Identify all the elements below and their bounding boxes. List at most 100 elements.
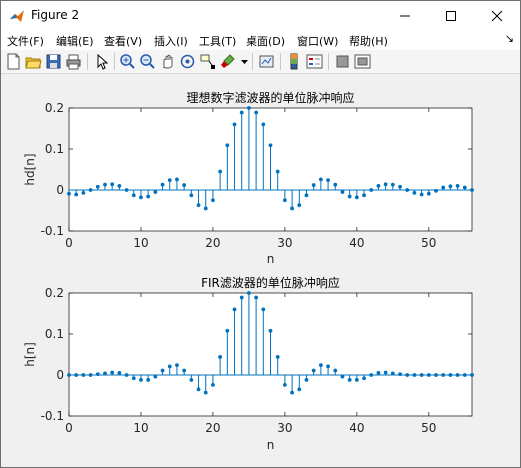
stem-marker[interactable] xyxy=(110,370,115,375)
close-button[interactable] xyxy=(474,1,520,31)
stem-marker[interactable] xyxy=(175,363,179,368)
stem-marker[interactable] xyxy=(311,183,316,187)
stem-marker[interactable] xyxy=(146,378,151,382)
stem-marker[interactable] xyxy=(434,373,438,377)
brush-dropdown-arrow-icon[interactable] xyxy=(236,53,253,70)
stem-marker[interactable] xyxy=(275,169,280,174)
stem-marker[interactable] xyxy=(232,122,237,127)
data-cursor-icon[interactable] xyxy=(199,53,216,70)
stem-marker[interactable] xyxy=(131,376,136,381)
stem-marker[interactable] xyxy=(254,110,259,115)
stem-marker[interactable] xyxy=(376,371,381,375)
stem-marker[interactable] xyxy=(261,122,266,127)
stem-marker[interactable] xyxy=(182,183,187,187)
stem-marker[interactable] xyxy=(390,182,395,187)
axes-top[interactable]: 理想数字滤波器的单位脉冲响应 n hd[n] 0 10 20 30 40 50-0.100… xyxy=(23,90,474,266)
stem-marker[interactable] xyxy=(239,110,244,115)
stem-marker[interactable] xyxy=(398,372,402,377)
pan-icon[interactable] xyxy=(159,53,176,70)
menu-help[interactable]: 帮助(H) xyxy=(349,35,388,48)
stem-marker[interactable] xyxy=(297,203,302,208)
stem-marker[interactable] xyxy=(232,307,237,312)
stem-marker[interactable] xyxy=(304,193,309,198)
stem-marker[interactable] xyxy=(369,188,374,192)
stem-marker[interactable] xyxy=(124,188,129,192)
stem-marker[interactable] xyxy=(247,106,251,110)
stem-marker[interactable] xyxy=(412,190,417,195)
stem-marker[interactable] xyxy=(441,185,446,190)
stem-marker[interactable] xyxy=(441,373,446,377)
stem-marker[interactable] xyxy=(139,195,143,200)
stem-marker[interactable] xyxy=(225,328,230,333)
stem-marker[interactable] xyxy=(304,378,309,382)
stem-marker[interactable] xyxy=(333,182,338,187)
stem-marker[interactable] xyxy=(103,182,107,187)
stem-marker[interactable] xyxy=(189,378,194,382)
stem-marker[interactable] xyxy=(203,206,208,211)
stem-marker[interactable] xyxy=(81,190,86,195)
stem-marker[interactable] xyxy=(247,291,251,295)
stem-marker[interactable] xyxy=(390,371,395,376)
stem-marker[interactable] xyxy=(189,193,194,198)
stem-marker[interactable] xyxy=(95,184,100,189)
stem-marker[interactable] xyxy=(455,184,460,188)
stem-marker[interactable] xyxy=(419,373,424,377)
stem-marker[interactable] xyxy=(239,295,244,300)
stem-marker[interactable] xyxy=(275,355,280,359)
stem-marker[interactable] xyxy=(211,198,215,203)
hide-plot-tools-icon[interactable] xyxy=(334,53,351,70)
stem-marker[interactable] xyxy=(81,373,86,377)
stem-marker[interactable] xyxy=(153,190,158,194)
stem-marker[interactable] xyxy=(131,193,136,198)
stem-marker[interactable] xyxy=(297,387,302,392)
menu-overflow-arrow-icon[interactable]: ↘ xyxy=(504,32,514,45)
stem-marker[interactable] xyxy=(74,373,79,377)
stem-marker[interactable] xyxy=(268,328,273,333)
menu-insert[interactable]: 插入(I) xyxy=(154,35,188,48)
stem-marker[interactable] xyxy=(383,182,388,187)
stem-marker[interactable] xyxy=(290,206,294,211)
stem-marker[interactable] xyxy=(405,188,410,192)
stem-marker[interactable] xyxy=(347,194,352,199)
show-plot-tools-icon[interactable] xyxy=(354,53,371,70)
stem-marker[interactable] xyxy=(340,190,345,194)
print-icon[interactable] xyxy=(65,53,82,70)
open-file-icon[interactable] xyxy=(25,53,42,70)
stem-marker[interactable] xyxy=(282,198,287,203)
stem-marker[interactable] xyxy=(211,382,215,387)
stem-marker[interactable] xyxy=(448,373,453,377)
stem-marker[interactable] xyxy=(426,373,431,377)
zoom-out-icon[interactable] xyxy=(139,53,156,70)
stem-marker[interactable] xyxy=(470,188,474,192)
stem-marker[interactable] xyxy=(405,373,410,377)
stem-marker[interactable] xyxy=(167,364,172,369)
stem-marker[interactable] xyxy=(88,373,93,377)
stem-marker[interactable] xyxy=(103,371,107,376)
stem-marker[interactable] xyxy=(340,374,345,379)
stem-marker[interactable] xyxy=(218,169,223,174)
stem-marker[interactable] xyxy=(326,364,330,369)
pointer-icon[interactable] xyxy=(93,53,110,70)
stem-marker[interactable] xyxy=(376,184,381,188)
stem-marker[interactable] xyxy=(160,182,165,187)
menu-desktop[interactable]: 桌面(D) xyxy=(246,35,286,48)
stem-marker[interactable] xyxy=(412,373,417,377)
stem-marker[interactable] xyxy=(326,178,330,183)
stem-marker[interactable] xyxy=(225,143,230,148)
rotate-3d-icon[interactable] xyxy=(179,53,196,70)
colorbar-icon[interactable] xyxy=(286,53,303,70)
stem-marker[interactable] xyxy=(110,182,115,187)
stem-marker[interactable] xyxy=(434,188,438,193)
stem-marker[interactable] xyxy=(117,371,122,375)
stem-marker[interactable] xyxy=(426,191,431,196)
stem-marker[interactable] xyxy=(462,185,467,190)
stem-marker[interactable] xyxy=(470,373,474,377)
stem-marker[interactable] xyxy=(175,177,179,182)
stem-marker[interactable] xyxy=(74,192,79,197)
stem-marker[interactable] xyxy=(347,378,352,382)
stem-marker[interactable] xyxy=(254,295,259,300)
stem-marker[interactable] xyxy=(182,368,187,373)
stem-marker[interactable] xyxy=(333,368,338,373)
stem-marker[interactable] xyxy=(448,184,453,189)
menu-view[interactable]: 查看(V) xyxy=(104,35,143,48)
